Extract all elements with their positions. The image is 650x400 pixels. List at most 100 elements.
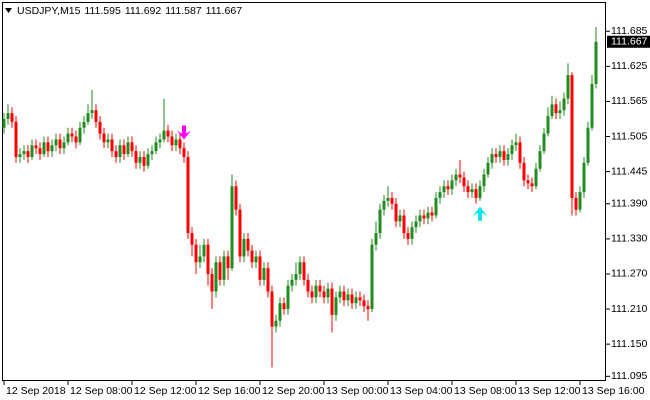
menu-triangle[interactable] — [5, 8, 12, 13]
signal-arrow — [177, 125, 191, 140]
candle-body — [522, 162, 526, 181]
candle-body — [398, 215, 402, 222]
candle-body — [82, 121, 86, 128]
candle-body — [510, 145, 514, 155]
candle-body — [578, 192, 582, 210]
candle-body — [406, 233, 410, 239]
candle-body — [438, 192, 442, 198]
candle-body — [302, 262, 306, 280]
y-tick-label: 111.390 — [611, 198, 648, 210]
candle-body — [362, 300, 366, 307]
candle-body — [478, 186, 482, 198]
candle-body — [326, 288, 330, 298]
candle-body — [58, 139, 62, 149]
candle-body — [538, 151, 542, 169]
x-tick-label: 12 Sep 12:00 — [134, 385, 197, 397]
y-tick-label: 111.270 — [611, 268, 648, 280]
symbol: USDJPY,M15 — [17, 5, 81, 17]
x-tick-label: 13 Sep 00:00 — [326, 385, 389, 397]
candle-body — [502, 151, 506, 160]
candle-body — [86, 113, 90, 122]
candle-body — [62, 142, 66, 149]
candle-body — [574, 197, 578, 210]
candle-body — [410, 227, 414, 239]
candle-body — [94, 110, 98, 122]
candle-body — [110, 139, 114, 152]
candle-body — [462, 177, 466, 187]
candle-body — [254, 256, 258, 263]
candle-body — [34, 145, 38, 149]
y-tick-label: 111.685 — [611, 25, 648, 37]
candle-body — [442, 186, 446, 193]
candle-body — [286, 285, 290, 310]
candle-body — [386, 197, 390, 201]
header: USDJPY,M15 111.595 111.692 111.587 111.667 — [17, 5, 242, 17]
candle-body — [166, 130, 170, 137]
candle-body — [342, 291, 346, 301]
x-tick-label: 12 Sep 2018 — [6, 385, 66, 397]
y-tick-label: 111.505 — [611, 130, 648, 142]
candle-body — [214, 262, 218, 292]
header-low: 111.587 — [165, 5, 202, 17]
candle-body — [242, 238, 246, 257]
candle-body — [482, 174, 486, 187]
candle-body — [294, 273, 298, 280]
candle-body — [190, 233, 194, 245]
candle-body — [66, 133, 70, 143]
candle-body — [474, 189, 478, 198]
candle-body — [266, 268, 270, 292]
candle-body — [310, 291, 314, 298]
candle-body — [422, 215, 426, 219]
header-close: 111.667 — [206, 5, 243, 17]
candle-body — [586, 127, 590, 163]
candle-body — [78, 127, 82, 143]
candle-body — [258, 256, 262, 280]
candle-body — [518, 142, 522, 163]
candle-body — [282, 303, 286, 310]
candle-body — [74, 136, 78, 143]
candle-body — [590, 83, 594, 128]
candle-body — [314, 285, 318, 298]
candle-body — [174, 139, 178, 146]
candle-body — [330, 288, 334, 315]
candle-body — [90, 110, 94, 114]
candle-body — [114, 151, 118, 157]
candle-body — [194, 244, 198, 263]
candle-body — [374, 233, 378, 245]
candle-body — [70, 133, 74, 137]
candle-body — [170, 136, 174, 146]
candle-body — [186, 156, 190, 234]
candle-body — [402, 215, 406, 234]
candle-body — [206, 244, 210, 274]
y-tick-label: 111.330 — [611, 233, 648, 245]
candle-body — [306, 279, 310, 292]
candle-body — [506, 154, 510, 160]
x-tick-label: 12 Sep 20:00 — [262, 385, 325, 397]
candle-body — [122, 145, 126, 155]
y-tick-label: 111.565 — [611, 95, 648, 107]
candle-body — [50, 145, 54, 152]
candle-body — [146, 154, 150, 166]
candle-body — [298, 262, 302, 274]
candle-body — [394, 203, 398, 222]
x-tick-label: 12 Sep 08:00 — [70, 385, 133, 397]
candle-body — [178, 139, 182, 149]
candle-body — [466, 186, 470, 193]
candle-body — [14, 121, 18, 157]
candle-body — [334, 297, 338, 315]
candle-body — [426, 212, 430, 219]
candle-body — [430, 212, 434, 216]
candle-body — [546, 116, 550, 134]
current-price-box — [607, 35, 650, 48]
candle-body — [594, 41, 598, 84]
candle-body — [182, 148, 186, 157]
candle-body — [218, 262, 222, 280]
candle-body — [378, 209, 382, 234]
plot-frame — [2, 2, 606, 381]
candle-body — [434, 197, 438, 216]
candle-body — [338, 291, 342, 298]
candle-body — [454, 174, 458, 181]
candle-body — [562, 98, 566, 111]
